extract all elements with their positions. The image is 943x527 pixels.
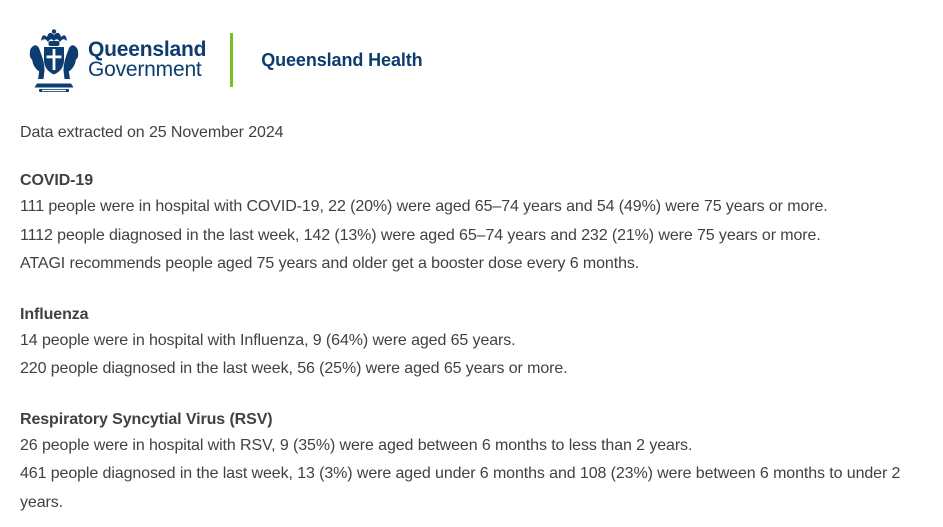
section-rsv: Respiratory Syncytial Virus (RSV) 26 peo…	[20, 408, 930, 518]
stat-line: 26 people were in hospital with RSV, 9 (…	[20, 436, 693, 454]
stat-line: ATAGI recommends people aged 75 years an…	[20, 255, 640, 272]
header-divider	[230, 33, 234, 87]
stat-line: 1112 people diagnosed in the last week, …	[20, 226, 821, 244]
section-covid19: COVID-19 111 people were in hospital wit…	[20, 169, 930, 279]
report-body: Data extracted on 25 November 2024 COVID…	[20, 121, 930, 517]
stat-line: 220 people diagnosed in the last week, 5…	[20, 360, 568, 377]
section-title: Respiratory Syncytial Virus (RSV)	[20, 410, 273, 428]
qld-coat-of-arms-icon	[29, 29, 79, 92]
section-title: Influenza	[20, 305, 89, 323]
qld-government-wordmark: Queensland Government	[88, 37, 207, 81]
wordmark-line-2: Government	[88, 58, 202, 81]
wordmark-line-1: Queensland	[88, 37, 207, 61]
stat-line: 461 people diagnosed in the last week, 1…	[20, 465, 901, 511]
stat-line: 14 people were in hospital with Influenz…	[20, 331, 516, 349]
site-header: Queensland Government Queensland Health	[27, 28, 423, 92]
data-extracted-note: Data extracted on 25 November 2024	[20, 124, 284, 141]
department-title: Queensland Health	[261, 49, 423, 70]
stat-line: 111 people were in hospital with COVID-1…	[20, 198, 828, 215]
section-influenza: Influenza 14 people were in hospital wit…	[20, 303, 930, 384]
section-title: COVID-19	[20, 172, 93, 189]
